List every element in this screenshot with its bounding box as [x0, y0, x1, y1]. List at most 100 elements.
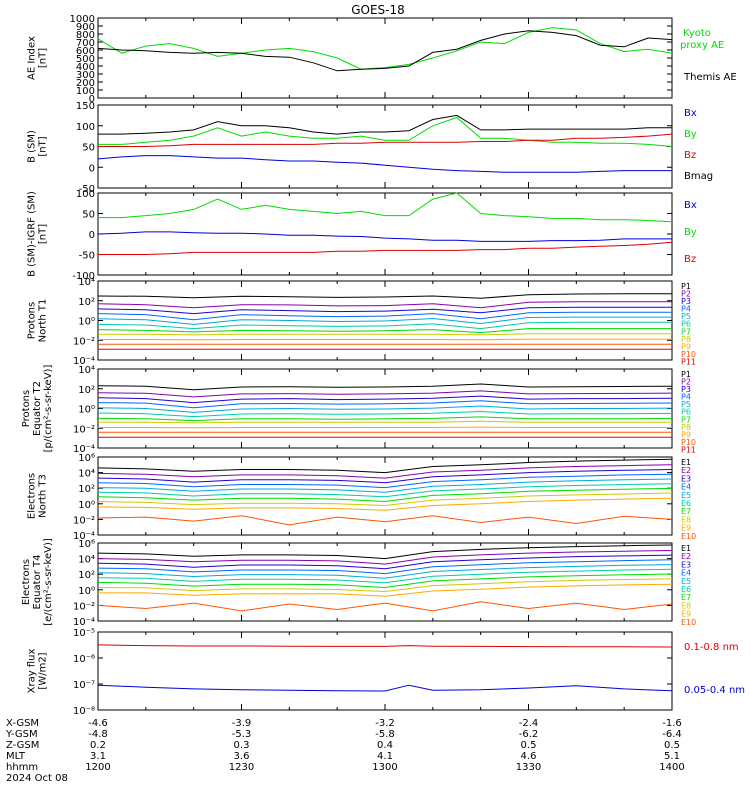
- y-tick-label: 10⁻⁶: [73, 654, 95, 665]
- series-line-themis-ae: [97, 30, 673, 72]
- y-tick-label: 10⁴: [78, 365, 95, 376]
- y-tick-label: 10⁴: [78, 277, 95, 288]
- series-line-p9: [98, 426, 672, 429]
- legend-entry: P2: [681, 378, 691, 387]
- legend-entry: P9: [681, 342, 691, 351]
- series-line-e3: [97, 469, 673, 484]
- y-tick-label: 10⁻⁴: [73, 617, 95, 628]
- legend-entry: E2: [681, 466, 691, 475]
- legend-entry: E9: [681, 610, 691, 619]
- legend-entry: E7: [681, 507, 691, 516]
- legend-entry: 0.05-0.4 nm: [684, 685, 745, 696]
- panel-frame: [97, 456, 673, 536]
- legend-entry: Themis AE: [683, 72, 737, 83]
- series-line-p3: [97, 395, 673, 404]
- legend-entry: Bz: [684, 150, 696, 161]
- series-line-p6: [97, 410, 673, 418]
- series-line-p2: [97, 301, 672, 309]
- date-label: 2024 Oct 08: [6, 773, 68, 784]
- series-line-e6: [97, 568, 673, 584]
- series-line-kyoto-proxy-ae: [97, 27, 673, 70]
- series-line-e7: [97, 573, 673, 589]
- legend-entry: E4: [681, 569, 691, 578]
- y-tick-label: 10⁻²: [73, 336, 95, 347]
- series-line-e4: [97, 559, 673, 575]
- series-line-e8: [97, 492, 673, 507]
- legend-entry: Bz: [684, 254, 696, 265]
- time-axis-value: 0.2: [90, 740, 106, 751]
- time-axis-value: 1300: [372, 762, 397, 773]
- y-tick-label: -50: [79, 184, 95, 195]
- y-axis-label: ProtonsNorth T1: [27, 299, 49, 343]
- y-tick-label: 700: [76, 38, 95, 49]
- panel-frame: [97, 104, 673, 189]
- y-tick-label: 10⁻⁷: [73, 680, 95, 691]
- y-tick-label: 0: [89, 230, 95, 241]
- y-axis-label: B (SM)-IGRF (SM)[nT]: [27, 191, 49, 277]
- series-line-e3: [97, 554, 673, 570]
- legend-entry: Bmag: [684, 171, 713, 182]
- panel-frame: [97, 631, 673, 711]
- legend-entry: P11: [681, 445, 696, 454]
- legend-entry: P7: [681, 327, 691, 336]
- y-tick-label: 400: [76, 62, 95, 73]
- y-tick-label: -100: [72, 271, 95, 282]
- y-tick-label: 10⁰: [78, 500, 95, 511]
- y-tick-label: 10⁻⁴: [73, 356, 95, 367]
- y-tick-label: 50: [82, 143, 95, 154]
- y-tick-label: 10⁻⁵: [73, 628, 95, 639]
- y-tick-label: 10⁻²: [73, 601, 95, 612]
- y-tick-label: 10²: [78, 297, 95, 308]
- legend-entry: 0.1-0.8 nm: [684, 642, 739, 653]
- legend-entry: P3: [681, 385, 691, 394]
- time-axis-value: -3.2: [375, 718, 395, 729]
- series-line-e5: [97, 478, 673, 493]
- legend-entry: E2: [681, 552, 691, 561]
- legend-entry: E7: [681, 593, 691, 602]
- series-line-p7: [97, 328, 672, 334]
- series-line-p8: [98, 420, 672, 424]
- y-tick-label: 10⁻⁴: [73, 444, 95, 455]
- series-line-bx: [97, 155, 672, 173]
- time-axis-value: -5.8: [375, 729, 395, 740]
- y-tick-label: 10⁶: [78, 539, 95, 550]
- time-axis-value: -6.4: [662, 729, 682, 740]
- panel-frame: [97, 192, 673, 276]
- series-line-e1: [97, 458, 673, 474]
- legend-entry: By: [684, 227, 697, 238]
- time-axis-value: 0.5: [664, 740, 680, 751]
- y-axis-label: ProtonsEquator T2[p/(cm²-s-sr-keV)]: [21, 365, 54, 453]
- y-tick-label: 150: [76, 101, 95, 112]
- y-tick-label: 600: [76, 46, 95, 57]
- series-line-p9: [98, 338, 672, 341]
- y-tick-label: 10⁻⁸: [73, 706, 95, 717]
- series-line-0-05-0-4-nm: [97, 684, 673, 692]
- time-axis-value: 4.6: [521, 751, 537, 762]
- legend-entry: P1: [681, 282, 691, 291]
- y-axis-label: ElectronsNorth T3: [27, 473, 49, 519]
- legend-entry: E9: [681, 524, 691, 533]
- time-axis-value: 0.5: [521, 740, 537, 751]
- legend-entry: E3: [681, 560, 691, 569]
- series-line-p1: [97, 293, 673, 299]
- y-tick-label: 10⁰: [78, 317, 95, 328]
- y-tick-label: 10⁻⁴: [73, 531, 95, 542]
- time-axis-value: 1330: [516, 762, 541, 773]
- panel-2: -50 0 50 100 150 B (SM)[nT] Bx By Bz Bmag: [27, 101, 714, 195]
- series-line-p7: [97, 416, 673, 422]
- series-line-e10: [97, 515, 673, 526]
- time-axis-value: 1200: [85, 762, 110, 773]
- legend-entry: P10: [681, 350, 696, 359]
- legend-entry: E8: [681, 515, 691, 524]
- legend-entry: E10: [681, 618, 696, 627]
- panel-frame: [97, 17, 673, 99]
- y-tick-label: 10⁶: [78, 453, 95, 464]
- series-line-p8: [98, 333, 672, 336]
- series-line-e9: [97, 497, 673, 511]
- legend-entry: P4: [681, 305, 691, 314]
- y-tick-label: 1000: [70, 14, 95, 25]
- series-line-e6: [97, 483, 673, 498]
- time-axis-value: -4.6: [88, 718, 108, 729]
- legend-entry: P6: [681, 320, 691, 329]
- series-line-e10: [97, 601, 673, 612]
